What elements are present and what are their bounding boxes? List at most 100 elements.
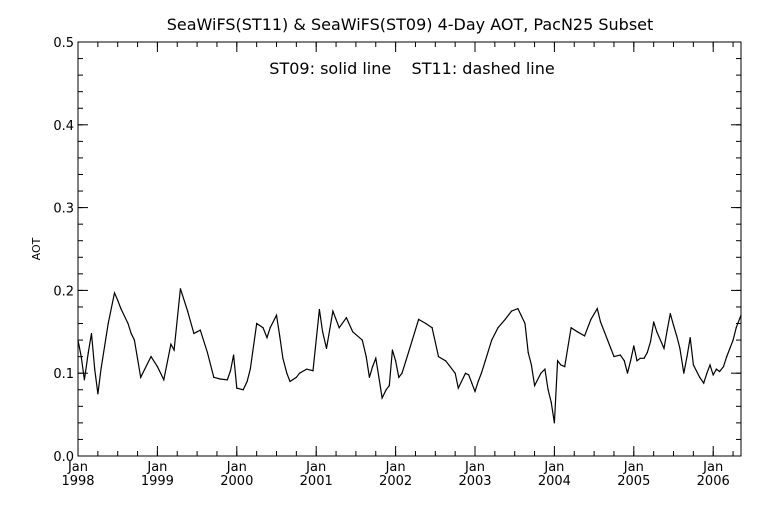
data-point [636,360,638,362]
data-point [544,368,546,370]
data-point [703,382,705,384]
data-point [269,327,271,329]
data-point [540,372,542,374]
data-point [226,379,228,381]
data-point [352,331,354,333]
data-point [418,318,420,320]
data-point [726,356,728,358]
data-point [445,360,447,362]
data-point [735,327,737,329]
data-point [173,349,175,351]
data-point [623,360,625,362]
data-point [556,360,559,362]
data-point [186,310,189,312]
x-tick-month-label: Jan [305,460,326,475]
data-point [83,379,85,381]
data-point [398,376,400,378]
x-tick-month-label: Jan [464,460,485,475]
data-point [712,374,714,376]
data-point [626,372,629,374]
data-point [454,372,456,374]
x-tick-year-label: 2002 [379,474,412,489]
data-point [576,331,579,333]
data-point [517,308,519,310]
data-point [236,387,238,389]
data-point [732,339,734,341]
data-point [464,372,467,374]
data-point [113,292,116,294]
data-point [474,390,476,393]
data-point [246,380,248,383]
data-point [405,360,407,362]
data-point [676,335,678,337]
data-point [266,336,268,339]
data-point [368,376,371,378]
data-point [497,327,499,329]
data-point [375,357,377,359]
data-point [193,332,195,335]
y-tick-label: 0.3 [53,202,74,217]
y-tick-label: 0.2 [53,284,74,299]
y-tick-label: 0.5 [53,36,74,51]
data-point [345,317,347,319]
data-point [583,335,586,337]
data-point [332,310,334,312]
data-point [385,389,387,391]
data-point [219,378,221,380]
data-point [107,322,109,325]
x-tick-year-label: 2003 [458,474,491,489]
series-layer [77,288,742,424]
data-point [491,339,493,341]
data-point [321,331,324,333]
x-tick-month-label: Jan [702,460,723,475]
data-point [318,308,320,311]
data-point [524,322,526,325]
data-point [448,364,450,366]
plot-area-frame [77,41,742,457]
data-point [633,345,635,347]
y-tick-label: 0.1 [53,367,74,382]
data-point [477,380,479,383]
x-tick-month-label: Jan [67,460,88,475]
x-tick-month-label: Jan [385,460,406,475]
data-point [504,318,506,320]
data-point [391,349,394,351]
data-point [325,347,328,349]
data-point [338,327,340,329]
data-point [206,351,209,354]
data-point [564,365,566,368]
data-point [686,356,688,358]
x-tick-month-label: Jan [226,460,247,475]
data-point [510,310,513,312]
x-tick-month-label: Jan [146,460,167,475]
data-point [643,357,645,359]
x-tick-year-label: 2005 [617,474,650,489]
data-point [619,354,621,356]
data-point [599,321,602,323]
data-point [431,327,433,329]
data-point [596,308,598,310]
x-tick-year-label: 1998 [61,474,94,489]
data-point [196,331,198,333]
data-point [484,360,486,362]
data-point [388,385,390,387]
axes: 0.00.10.20.30.40.5Jan1998Jan1999Jan2000J… [53,36,741,489]
data-point [411,339,413,341]
data-point [90,332,93,335]
data-point [249,368,251,370]
data-point [570,327,572,329]
data-point [312,370,314,372]
data-point [520,314,522,316]
data-point [649,341,652,343]
data-point [722,365,725,368]
data-point [527,351,529,354]
data-point [715,368,717,370]
data-point [378,376,380,378]
data-point [156,365,159,368]
data-point [365,356,367,358]
data-point [120,308,122,310]
data-point [689,336,691,339]
data-point [740,314,742,316]
line-style-annotation: ST09: solid line ST11: dashed line [269,59,554,78]
